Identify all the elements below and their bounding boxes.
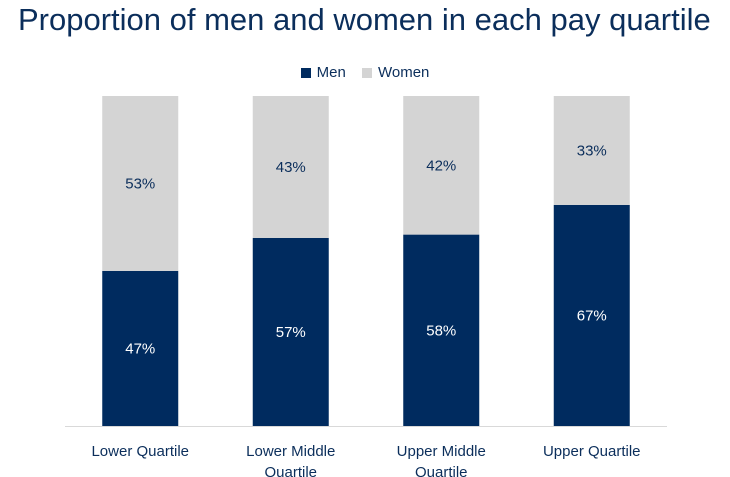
legend-item-women: Women <box>361 64 430 81</box>
bar-women-1 <box>252 96 329 238</box>
category-label-0-0: Lower Quartile <box>91 443 189 460</box>
data-label-women-2: 42% <box>426 157 456 174</box>
legend-label-women: Women <box>377 64 430 81</box>
bar-men-1 <box>252 237 329 426</box>
data-label-women-3: 33% <box>577 142 607 159</box>
legend-swatch-men <box>300 67 311 78</box>
bar-men-0 <box>102 270 179 426</box>
bar-women-0 <box>102 96 179 271</box>
data-label-women-1: 43% <box>276 159 306 176</box>
category-label-1-1: Quartile <box>264 464 317 477</box>
legend-label-men: Men <box>316 64 346 81</box>
category-label-1-0: Lower Middle <box>246 443 335 460</box>
chart-title: Proportion of men and women in each pay … <box>18 2 711 37</box>
data-label-men-0: 47% <box>125 340 155 357</box>
category-label-2-1: Quartile <box>415 464 468 477</box>
legend-swatch-women <box>361 67 372 78</box>
bar-men-2 <box>403 234 480 426</box>
bar-women-2 <box>403 96 480 235</box>
data-label-men-3: 67% <box>577 307 607 324</box>
data-label-men-1: 57% <box>276 324 306 341</box>
data-label-women-0: 53% <box>125 175 155 192</box>
legend-item-men: Men <box>300 64 346 81</box>
bar-women-3 <box>553 96 630 205</box>
category-label-2-0: Upper Middle <box>397 443 486 460</box>
category-label-3-0: Upper Quartile <box>543 443 641 460</box>
bar-men-3 <box>553 204 630 426</box>
data-label-men-2: 58% <box>426 322 456 339</box>
legend: Men Women <box>0 64 730 82</box>
